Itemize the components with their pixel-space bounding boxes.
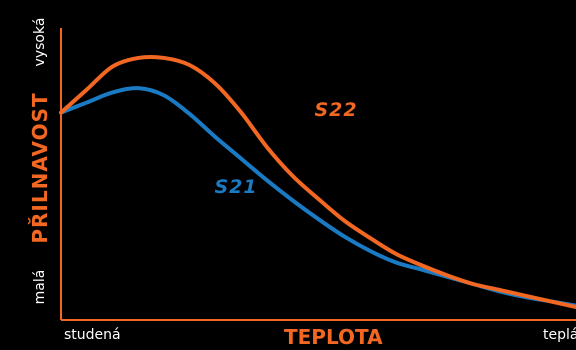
series-label-s21: S21: [214, 176, 257, 198]
y-tick-low: malá: [32, 269, 48, 305]
y-axis-label: PŘILNAVOST: [28, 92, 52, 244]
series-label-s22: S22: [314, 99, 357, 121]
y-tick-high: vysoká: [32, 17, 48, 67]
series-line-s22: [59, 54, 576, 310]
x-axis-label: TEPLOTA: [284, 325, 383, 349]
x-tick-cold: studená: [64, 327, 121, 343]
x-tick-warm: teplá: [543, 327, 576, 343]
